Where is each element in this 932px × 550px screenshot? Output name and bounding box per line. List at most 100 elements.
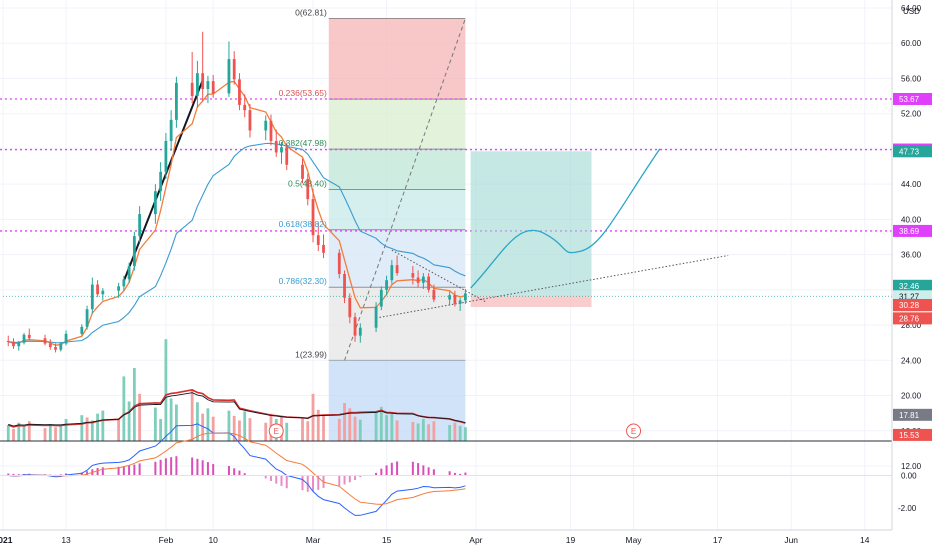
candle	[316, 222, 320, 252]
horizontal-lines[interactable]	[0, 98, 892, 232]
fib-zone	[328, 99, 466, 150]
candle	[90, 277, 94, 314]
candle-body	[127, 266, 131, 280]
candle	[232, 51, 236, 85]
time-scale[interactable]: 2021 13 Feb 10 Mar 15 Apr 19 May 17 Jun 14	[0, 529, 892, 545]
volume-bar	[96, 413, 99, 441]
loss-zone	[470, 296, 592, 307]
candle	[411, 266, 415, 285]
candle	[280, 141, 283, 164]
candle	[85, 305, 89, 330]
fast-moving-average	[8, 80, 466, 346]
price-tick-label: 40.00	[901, 215, 922, 224]
volume-bar	[243, 411, 247, 441]
candle	[343, 270, 346, 304]
macd-bar	[59, 474, 62, 476]
candle-body	[285, 147, 289, 165]
macd-bar	[212, 464, 215, 476]
candle	[374, 302, 378, 333]
price-badge-label: 53.67	[899, 95, 920, 104]
trend-lines[interactable]	[122, 79, 729, 319]
candle	[427, 273, 431, 293]
volume-bar	[17, 422, 21, 441]
candle-body	[448, 295, 452, 300]
price-tick-label: 28.00	[901, 321, 922, 330]
time-tick-label: 13	[61, 535, 71, 545]
macd-bar	[380, 468, 383, 476]
candle-body	[385, 280, 388, 290]
macd-bar	[359, 475, 362, 478]
macd-histogram	[0, 423, 892, 516]
candles[interactable]	[6, 31, 467, 353]
candle-body	[432, 289, 436, 300]
volume-bars	[6, 339, 467, 441]
price-pane[interactable]: 0(62.81) 0.236(53.65) 0.382(47.98) 0.5(43.4…	[0, 0, 892, 530]
candle-body	[64, 333, 68, 344]
price-badge	[893, 224, 932, 237]
candle-body	[232, 59, 236, 80]
candle	[122, 275, 126, 291]
candle-body	[301, 164, 304, 179]
macd-bar	[459, 473, 462, 476]
macd-bar	[422, 465, 425, 476]
volume-bar	[175, 404, 178, 441]
candle-body	[190, 82, 194, 97]
volume-bar	[206, 408, 210, 441]
candle-body	[59, 343, 63, 350]
candle	[448, 291, 452, 306]
macd-bar	[453, 472, 456, 476]
candle	[238, 73, 241, 111]
volume-bar	[169, 398, 173, 441]
candle-body	[269, 120, 273, 141]
candle-body	[54, 347, 57, 350]
candle-body	[27, 334, 31, 339]
price-badge	[893, 428, 932, 441]
candle-body	[264, 120, 268, 131]
macd-pane[interactable]	[0, 423, 892, 516]
macd-bar	[138, 463, 141, 476]
macd-bar	[86, 471, 89, 476]
candle-body	[175, 82, 178, 120]
long-position-tool[interactable]	[3, 148, 892, 307]
volume-bar	[385, 415, 388, 441]
candle-body	[206, 81, 210, 90]
volume-bar	[448, 425, 452, 441]
volume-bar	[421, 418, 425, 441]
volume-bar	[416, 423, 420, 441]
macd-bar	[275, 475, 278, 484]
candle	[190, 52, 194, 104]
volume-bar	[248, 418, 252, 441]
candle-body	[427, 276, 431, 290]
volume-bar	[301, 417, 304, 441]
price-badge	[893, 279, 932, 292]
candle-body	[43, 338, 47, 344]
candle	[322, 234, 325, 259]
fibonacci-retracement[interactable]	[0, 0, 892, 530]
price-badge	[893, 92, 932, 105]
price-scale[interactable]: USD 64.0060.0056.0052.0048.0044.0040.003…	[891, 0, 932, 530]
candle	[458, 297, 462, 311]
time-tick-label: May	[626, 535, 643, 545]
macd-bar	[101, 467, 104, 476]
candle	[96, 280, 99, 297]
time-tick-label: Jun	[784, 535, 798, 545]
candle-body	[458, 300, 462, 304]
profit-zone	[470, 151, 592, 297]
candle	[248, 104, 252, 138]
volume-bar	[122, 376, 126, 441]
volume-bar	[117, 419, 120, 441]
price-badge-label: 30.28	[899, 301, 920, 310]
candle-body	[390, 265, 394, 281]
price-badge-label: 47.73	[899, 147, 920, 156]
candle-body	[201, 73, 205, 90]
price-tick-label: 52.00	[901, 110, 922, 119]
candle	[395, 255, 399, 276]
candle-body	[337, 252, 341, 274]
candle-body	[117, 286, 120, 291]
candle	[43, 334, 47, 346]
candle-body	[80, 326, 84, 334]
macd-bar	[206, 462, 209, 476]
candle-body	[169, 119, 173, 141]
